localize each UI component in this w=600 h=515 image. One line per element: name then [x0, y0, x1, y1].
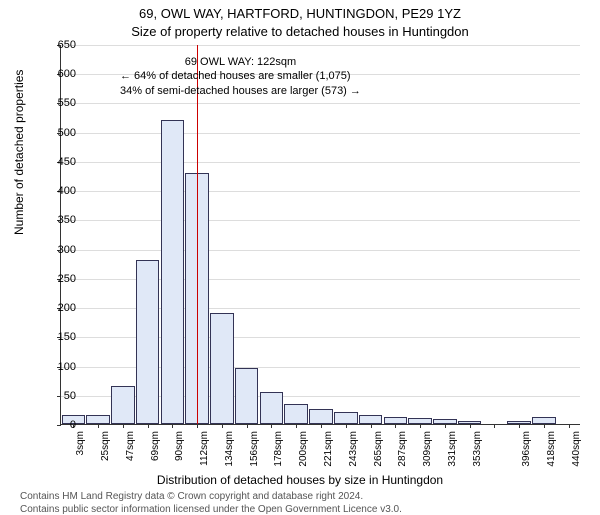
xtick-mark [296, 424, 297, 428]
annotation-larger: 34% of semi-detached houses are larger (… [120, 84, 361, 98]
xtick-label: 69sqm [150, 431, 161, 461]
gridline [61, 220, 580, 221]
xtick-mark [148, 424, 149, 428]
xtick-mark [222, 424, 223, 428]
xtick-label: 396sqm [521, 431, 532, 467]
xtick-mark [271, 424, 272, 428]
ytick-label: 0 [40, 419, 76, 431]
histogram-bar [284, 404, 308, 424]
xtick-label: 134sqm [224, 431, 235, 467]
ytick-label: 250 [40, 273, 76, 285]
footer-line-2: Contains public sector information licen… [20, 504, 402, 515]
ytick-label: 450 [40, 156, 76, 168]
xtick-mark [494, 424, 495, 428]
xtick-label: 3sqm [75, 431, 86, 455]
xtick-mark [197, 424, 198, 428]
xtick-label: 47sqm [125, 431, 136, 461]
ytick-label: 650 [40, 39, 76, 51]
ytick-label: 500 [40, 127, 76, 139]
xtick-label: 353sqm [472, 431, 483, 467]
xtick-label: 265sqm [373, 431, 384, 467]
histogram-bar [334, 412, 358, 424]
histogram-bar [161, 120, 185, 424]
plot-area [60, 45, 580, 425]
xtick-label: 309sqm [422, 431, 433, 467]
reference-line [197, 45, 198, 424]
gridline [61, 45, 580, 46]
ytick-label: 600 [40, 68, 76, 80]
ytick-label: 100 [40, 361, 76, 373]
xtick-label: 221sqm [323, 431, 334, 467]
chart-title-address: 69, OWL WAY, HARTFORD, HUNTINGDON, PE29 … [0, 6, 600, 21]
x-axis-label: Distribution of detached houses by size … [0, 473, 600, 487]
xtick-mark [98, 424, 99, 428]
chart-container: 69, OWL WAY, HARTFORD, HUNTINGDON, PE29 … [0, 0, 600, 500]
ytick-label: 50 [40, 390, 76, 402]
gridline [61, 191, 580, 192]
xtick-mark [470, 424, 471, 428]
gridline [61, 103, 580, 104]
histogram-bar [260, 392, 284, 424]
ytick-label: 350 [40, 214, 76, 226]
annotation-box: 69 OWL WAY: 122sqm← 64% of detached hous… [120, 55, 361, 98]
xtick-label: 178sqm [273, 431, 284, 467]
xtick-mark [346, 424, 347, 428]
ytick-label: 200 [40, 302, 76, 314]
gridline [61, 162, 580, 163]
footer-line-1: Contains HM Land Registry data © Crown c… [20, 491, 363, 502]
ytick-label: 400 [40, 185, 76, 197]
histogram-bar [136, 260, 160, 424]
chart-title-desc: Size of property relative to detached ho… [0, 24, 600, 39]
xtick-label: 243sqm [348, 431, 359, 467]
histogram-bar [111, 386, 135, 424]
xtick-label: 331sqm [447, 431, 458, 467]
ytick-label: 550 [40, 97, 76, 109]
annotation-value: 69 OWL WAY: 122sqm [120, 55, 361, 69]
histogram-bar [235, 368, 259, 424]
xtick-mark [420, 424, 421, 428]
xtick-label: 440sqm [571, 431, 582, 467]
xtick-mark [123, 424, 124, 428]
xtick-mark [519, 424, 520, 428]
histogram-bar [359, 415, 383, 424]
xtick-mark [172, 424, 173, 428]
xtick-label: 287sqm [397, 431, 408, 467]
ytick-label: 150 [40, 331, 76, 343]
histogram-bar [86, 415, 110, 424]
gridline [61, 250, 580, 251]
xtick-mark [544, 424, 545, 428]
xtick-mark [445, 424, 446, 428]
xtick-label: 25sqm [100, 431, 111, 461]
histogram-bar [384, 417, 408, 424]
gridline [61, 133, 580, 134]
annotation-smaller: ← 64% of detached houses are smaller (1,… [120, 69, 361, 83]
xtick-label: 200sqm [298, 431, 309, 467]
y-axis-label: Number of detached properties [12, 70, 26, 235]
histogram-bar [210, 313, 234, 424]
xtick-mark [321, 424, 322, 428]
xtick-mark [569, 424, 570, 428]
xtick-mark [247, 424, 248, 428]
xtick-label: 156sqm [249, 431, 260, 467]
xtick-label: 112sqm [199, 431, 210, 466]
ytick-label: 300 [40, 244, 76, 256]
xtick-label: 418sqm [546, 431, 557, 467]
histogram-bar [532, 417, 556, 424]
xtick-label: 90sqm [174, 431, 185, 461]
xtick-mark [395, 424, 396, 428]
histogram-bar [309, 409, 333, 424]
xtick-mark [371, 424, 372, 428]
